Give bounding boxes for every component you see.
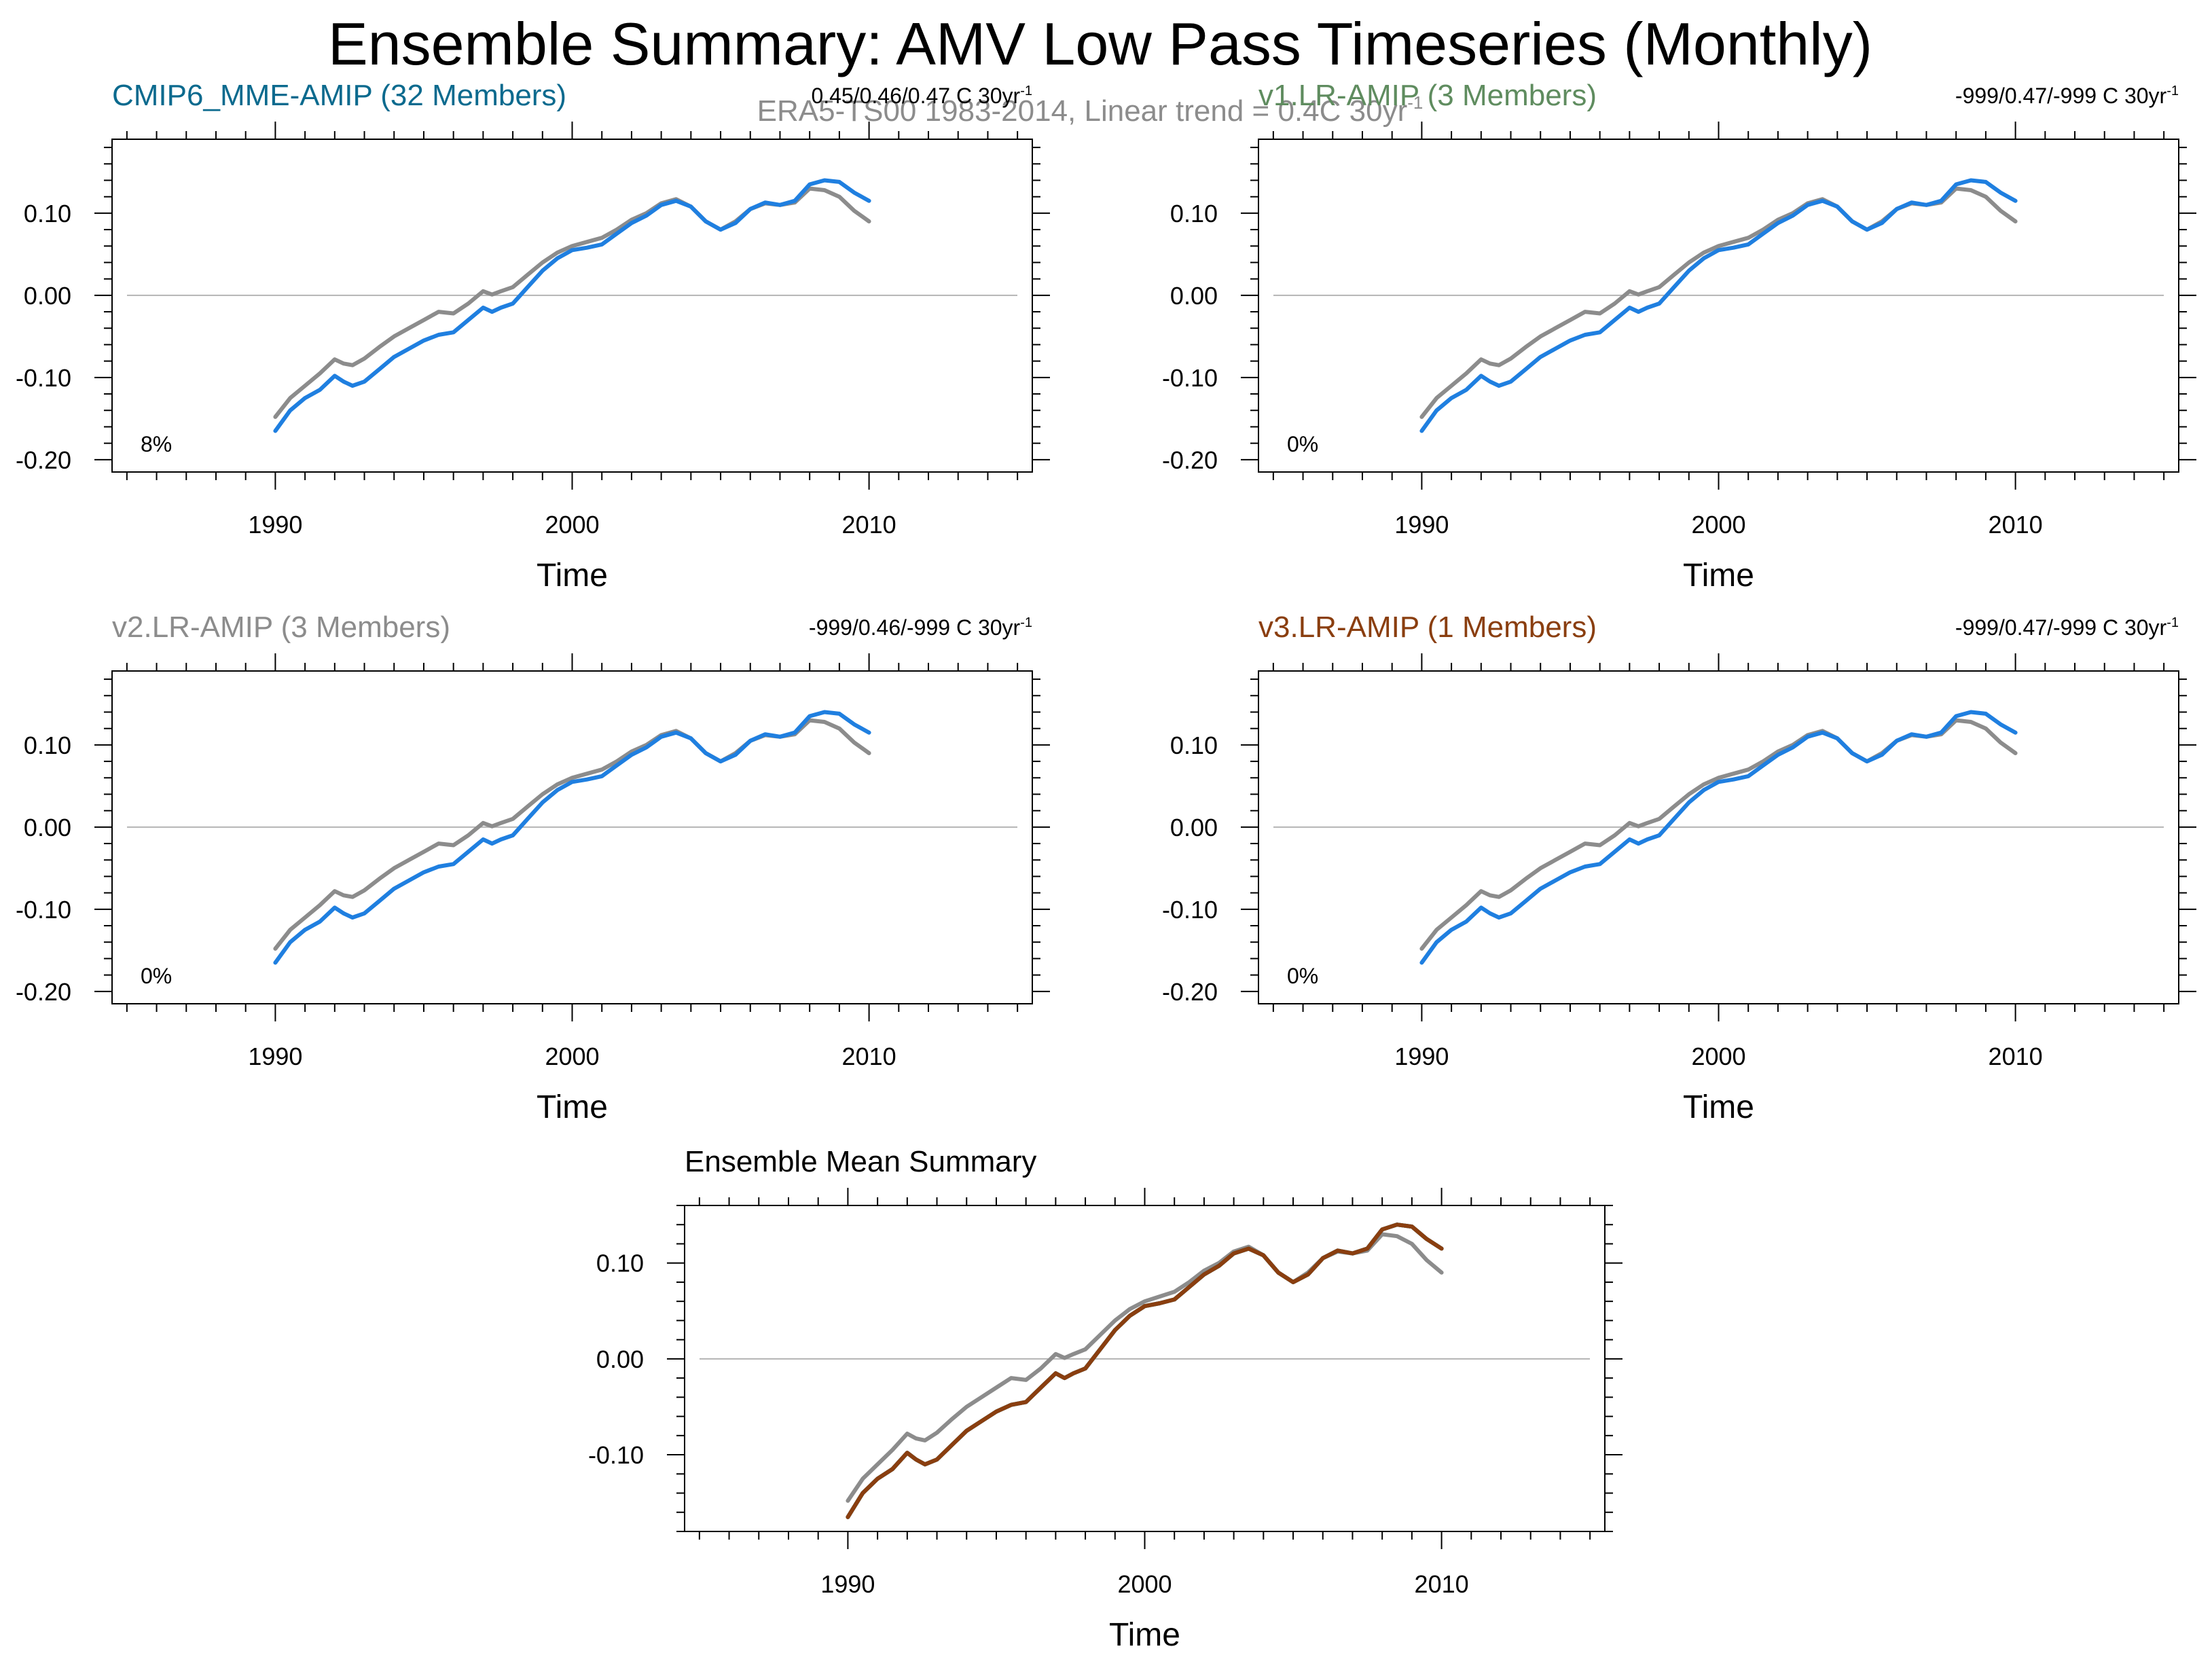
x-axis-label: Time — [1109, 1617, 1180, 1653]
y-tick-label: 0.10 — [24, 731, 71, 759]
trend-text: 0.45/0.46/0.47 C 30yr-1 — [811, 84, 1032, 108]
y-tick-label: 0.00 — [24, 814, 71, 841]
series-line-model — [846, 1222, 1444, 1519]
x-tick-label: 1990 — [248, 511, 302, 539]
x-tick-label: 2010 — [1989, 511, 2043, 539]
series-line-model — [1419, 178, 2018, 433]
panels-group: 1990 2000 2010 0.10 0.00 -0.10 -0.20 Time CMIP6_… — [16, 79, 2196, 1653]
x-tick-label: 2010 — [1989, 1042, 2043, 1070]
chart-panel-4: 1990 2000 2010 0.10 0.00 -0.10 -0.20 Time v3.LR-… — [1162, 611, 2196, 1125]
y-tick-label: -0.10 — [16, 364, 71, 392]
figure-subtitle: ERA5-TS00 1983-2014, Linear trend = 0.4C… — [757, 92, 1424, 128]
plot-frame — [111, 670, 1033, 1004]
panel-title: v1.LR-AMIP (3 Members) — [1258, 79, 1597, 112]
y-tick-label: 0.00 — [24, 282, 71, 310]
figure-title: Ensemble Summary: AMV Low Pass Timeserie… — [328, 10, 1872, 77]
panel-title: Ensemble Mean Summary — [685, 1145, 1036, 1178]
y-tick-label: -0.20 — [1162, 978, 1218, 1006]
trend-text: -999/0.47/-999 C 30yr-1 — [1955, 615, 2179, 640]
y-tick-label: 0.10 — [596, 1250, 644, 1277]
x-tick-label: 2000 — [1691, 1042, 1745, 1070]
y-tick-label: -0.10 — [1162, 364, 1218, 392]
panel-title: v3.LR-AMIP (1 Members) — [1258, 611, 1597, 644]
y-tick-label: -0.20 — [16, 978, 71, 1006]
panel-title: CMIP6_MME-AMIP (32 Members) — [112, 79, 566, 112]
y-tick-label: 0.10 — [1170, 200, 1218, 228]
x-tick-label: 2010 — [842, 511, 896, 539]
x-tick-label: 2000 — [545, 1042, 599, 1070]
x-tick-label: 2010 — [1415, 1570, 1469, 1598]
series-line-v1_title — [846, 1222, 1444, 1519]
y-tick-label: -0.10 — [16, 896, 71, 924]
x-tick-label: 2010 — [842, 1042, 896, 1070]
x-tick-label: 1990 — [1394, 511, 1449, 539]
x-axis-label: Time — [1683, 1089, 1754, 1125]
series-line-cmip6_title — [846, 1222, 1444, 1519]
x-tick-label: 2000 — [1691, 511, 1745, 539]
panel-title: v2.LR-AMIP (3 Members) — [112, 611, 450, 644]
x-axis-label: Time — [537, 558, 608, 594]
series-line-model — [273, 710, 871, 965]
percent-label: 8% — [141, 432, 172, 456]
chart-panel-5: 1990 2000 2010 0.10 0.00 -0.10 Time Ensemble Me… — [588, 1145, 1622, 1653]
percent-label: 0% — [1287, 964, 1318, 988]
x-tick-label: 2000 — [545, 511, 599, 539]
x-tick-label: 1990 — [820, 1570, 875, 1598]
y-tick-label: -0.10 — [588, 1441, 644, 1469]
y-tick-label: 0.00 — [596, 1345, 644, 1373]
trend-text: -999/0.47/-999 C 30yr-1 — [1955, 84, 2179, 108]
y-tick-label: 0.10 — [24, 200, 71, 228]
y-tick-label: -0.20 — [16, 446, 71, 474]
trend-text: -999/0.46/-999 C 30yr-1 — [809, 615, 1032, 640]
series-line-model — [273, 178, 871, 433]
plot-frame — [684, 1205, 1606, 1532]
y-tick-label: -0.20 — [1162, 446, 1218, 474]
x-axis-label: Time — [537, 1089, 608, 1125]
y-tick-label: 0.10 — [1170, 731, 1218, 759]
chart-panel-3: 1990 2000 2010 0.10 0.00 -0.10 -0.20 Time v2.LR-… — [16, 611, 1050, 1125]
y-tick-label: -0.10 — [1162, 896, 1218, 924]
chart-panel-1: 1990 2000 2010 0.10 0.00 -0.10 -0.20 Time CMIP6_… — [16, 79, 1050, 594]
y-tick-label: 0.00 — [1170, 282, 1218, 310]
plot-frame — [1258, 670, 2179, 1004]
series-line-v3_title — [846, 1222, 1444, 1519]
percent-label: 0% — [1287, 432, 1318, 456]
chart-panel-2: 1990 2000 2010 0.10 0.00 -0.10 -0.20 Time v1.LR-… — [1162, 79, 2196, 594]
series-line-model — [1419, 710, 2018, 965]
x-tick-label: 1990 — [248, 1042, 302, 1070]
percent-label: 0% — [141, 964, 172, 988]
x-tick-label: 1990 — [1394, 1042, 1449, 1070]
x-tick-label: 2000 — [1117, 1570, 1172, 1598]
x-axis-label: Time — [1683, 558, 1754, 594]
plot-frame — [111, 139, 1033, 473]
plot-frame — [1258, 139, 2179, 473]
y-tick-label: 0.00 — [1170, 814, 1218, 841]
